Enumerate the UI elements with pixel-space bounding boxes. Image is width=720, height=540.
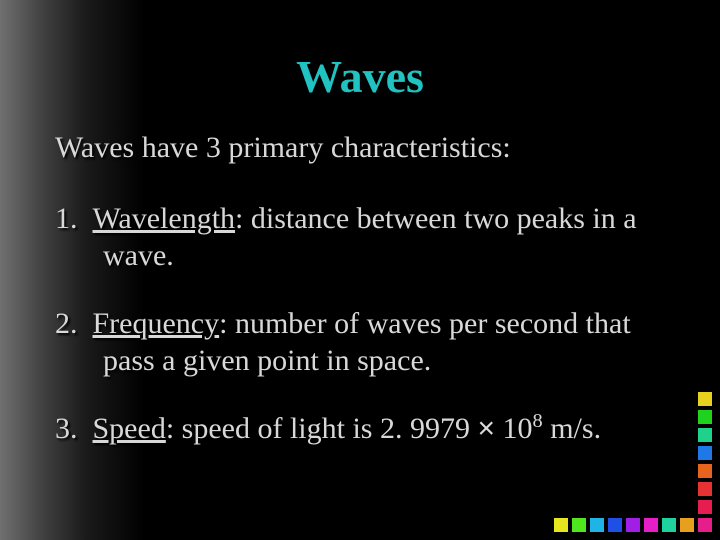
deco-square: [644, 518, 658, 532]
deco-square: [680, 518, 694, 532]
mult-sign: ×: [477, 412, 495, 445]
decoration-squares-bottom: [554, 518, 694, 532]
item-rest-mid: 10: [495, 412, 533, 445]
deco-square: [698, 392, 712, 406]
deco-square: [608, 518, 622, 532]
deco-square: [662, 518, 676, 532]
deco-square: [572, 518, 586, 532]
item-term: Frequency: [93, 307, 220, 340]
deco-square: [554, 518, 568, 532]
deco-square: [698, 518, 712, 532]
slide-title: Waves: [55, 50, 665, 103]
deco-square: [698, 446, 712, 460]
deco-square: [626, 518, 640, 532]
deco-square: [698, 482, 712, 496]
slide-subtitle: Waves have 3 primary characteristics:: [55, 131, 665, 165]
list-item: 1. Wavelength: distance between two peak…: [55, 201, 665, 274]
deco-square: [698, 410, 712, 424]
item-number: 3.: [55, 412, 78, 445]
characteristics-list: 1. Wavelength: distance between two peak…: [55, 201, 665, 448]
item-term: Speed: [93, 412, 166, 445]
deco-square: [698, 500, 712, 514]
item-rest-post: m/s.: [543, 412, 601, 445]
deco-square: [590, 518, 604, 532]
item-number: 1.: [55, 202, 78, 235]
list-item: 3. Speed: speed of light is 2. 9979 × 10…: [55, 411, 665, 448]
slide: Waves Waves have 3 primary characteristi…: [0, 0, 720, 540]
item-rest-pre: : speed of light is 2. 9979: [166, 412, 478, 445]
item-number: 2.: [55, 307, 78, 340]
list-item: 2. Frequency: number of waves per second…: [55, 306, 665, 379]
exponent: 8: [533, 410, 543, 432]
decoration-squares-right: [698, 392, 712, 532]
deco-square: [698, 464, 712, 478]
item-term: Wavelength: [93, 202, 236, 235]
deco-square: [698, 428, 712, 442]
